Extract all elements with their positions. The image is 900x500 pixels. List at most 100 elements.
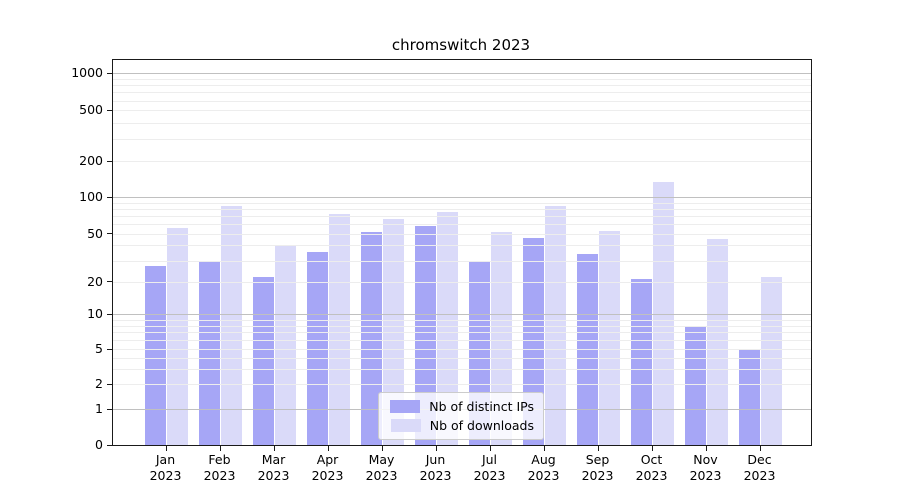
bar-downloads <box>490 231 513 445</box>
bar-distinct-ips <box>414 225 437 445</box>
minor-gridline <box>113 215 811 217</box>
x-tick <box>705 446 707 451</box>
bar-downloads <box>760 276 783 445</box>
x-tick <box>219 446 221 451</box>
month-label: Jan <box>155 452 176 467</box>
month-label: Apr <box>316 452 339 467</box>
minor-gridline <box>113 357 811 359</box>
bar-distinct-ips <box>198 262 221 445</box>
x-tick-label: Jun 2023 <box>406 452 466 483</box>
year-label: 2023 <box>419 467 452 483</box>
month-label: Aug <box>531 452 556 467</box>
x-tick-label: Jul 2023 <box>460 452 520 483</box>
minor-gridline <box>113 110 811 112</box>
bar-distinct-ips <box>306 252 329 445</box>
bar-distinct-ips <box>144 266 167 445</box>
year-label: 2023 <box>365 467 398 483</box>
minor-gridline <box>113 202 811 204</box>
month-label: Mar <box>261 452 286 467</box>
x-tick <box>435 446 437 451</box>
minor-gridline <box>113 100 811 102</box>
x-tick-label: Mar 2023 <box>244 452 304 483</box>
x-tick-label: May 2023 <box>352 452 412 483</box>
y-tick-label: 0 <box>95 437 103 452</box>
bar-downloads <box>274 245 297 445</box>
y-tick <box>107 408 112 410</box>
minor-gridline <box>113 260 811 262</box>
x-tick-label: Sep 2023 <box>568 452 628 483</box>
plot-area <box>112 59 812 446</box>
x-tick-label: Nov 2023 <box>676 452 736 483</box>
x-tick-label: Dec 2023 <box>730 452 790 483</box>
y-tick-label: 20 <box>87 273 103 289</box>
y-tick <box>107 160 112 162</box>
year-label: 2023 <box>581 467 614 483</box>
y-tick <box>107 383 112 385</box>
minor-gridline <box>113 368 811 370</box>
major-gridline <box>113 314 811 316</box>
bar-downloads <box>652 181 675 445</box>
x-tick <box>543 446 545 451</box>
minor-gridline <box>113 245 811 247</box>
minor-gridline <box>113 281 811 283</box>
y-tick-label: 2 <box>95 376 103 392</box>
year-label: 2023 <box>311 467 344 483</box>
y-tick-label: 100 <box>79 189 103 204</box>
x-tick-label: Oct 2023 <box>622 452 682 483</box>
x-tick <box>381 446 383 451</box>
year-label: 2023 <box>689 467 722 483</box>
x-tick <box>489 446 491 451</box>
legend-swatch-distinct-ips <box>390 400 421 413</box>
y-tick <box>107 281 112 283</box>
minor-gridline <box>113 384 811 386</box>
x-tick-label: Jan 2023 <box>136 452 196 483</box>
y-tick <box>107 233 112 235</box>
x-tick <box>165 446 167 451</box>
month-label: Jun <box>425 452 446 467</box>
major-gridline <box>113 73 811 74</box>
year-label: 2023 <box>257 467 290 483</box>
legend-entry-downloads: Nb of downloads <box>387 418 534 433</box>
month-label: May <box>368 452 395 467</box>
year-label: 2023 <box>149 467 182 483</box>
minor-gridline <box>113 319 811 321</box>
chart-title: chromswitch 2023 <box>391 36 531 54</box>
y-tick <box>107 109 112 111</box>
y-tick-label: 1 <box>95 401 103 417</box>
y-tick <box>107 444 112 446</box>
x-tick-label: Aug 2023 <box>514 452 574 483</box>
minor-gridline <box>113 208 811 210</box>
year-label: 2023 <box>743 467 776 483</box>
year-label: 2023 <box>527 467 560 483</box>
month-label: Nov <box>693 452 718 467</box>
month-label: Sep <box>585 452 610 467</box>
y-tick-label: 200 <box>79 153 103 168</box>
minor-gridline <box>113 138 811 140</box>
x-tick <box>597 446 599 451</box>
legend-entry-distinct-ips: Nb of distinct IPs <box>387 399 534 414</box>
x-tick <box>759 446 761 451</box>
bar-downloads <box>598 230 621 445</box>
x-tick <box>273 446 275 451</box>
month-label: Jul <box>481 452 498 467</box>
y-tick <box>107 72 112 74</box>
y-tick-label: 10 <box>87 306 103 322</box>
month-label: Oct <box>640 452 663 467</box>
minor-gridline <box>113 332 811 334</box>
bar-distinct-ips <box>360 231 383 445</box>
month-label: Feb <box>208 452 231 467</box>
month-label: Dec <box>747 452 772 467</box>
bar-downloads <box>382 219 405 445</box>
x-tick <box>651 446 653 451</box>
legend-label-distinct-ips: Nb of distinct IPs <box>429 399 534 414</box>
y-tick-label: 5 <box>95 341 103 356</box>
minor-gridline <box>113 349 811 350</box>
y-tick <box>107 348 112 350</box>
minor-gridline <box>113 92 811 94</box>
y-tick-label: 1000 <box>71 65 103 80</box>
minor-gridline <box>113 233 811 235</box>
minor-gridline <box>113 78 811 80</box>
bar-downloads <box>436 212 459 445</box>
minor-gridline <box>113 325 811 327</box>
